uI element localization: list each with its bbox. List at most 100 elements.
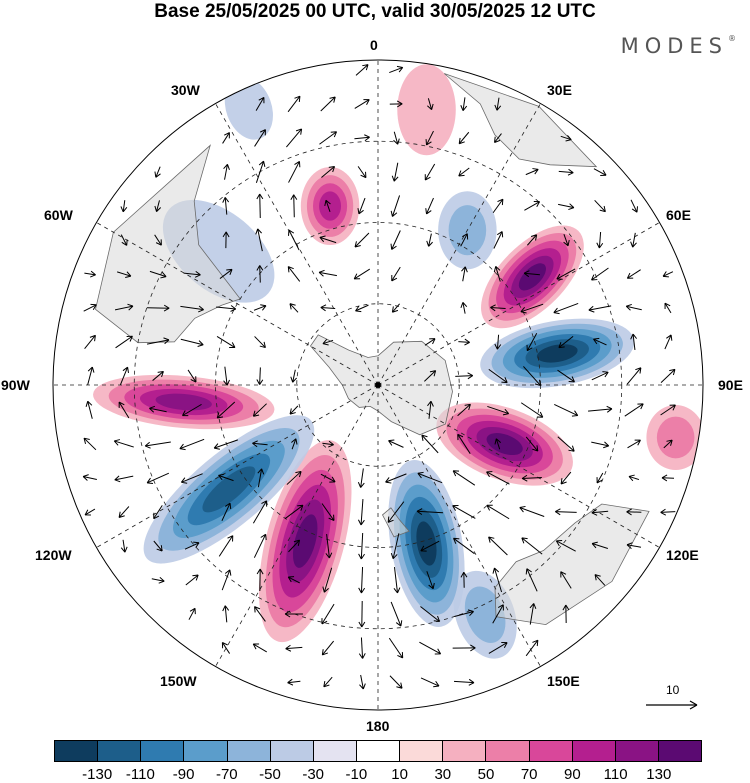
colorbar-swatch bbox=[141, 741, 185, 761]
wind-vector-icon bbox=[457, 433, 471, 454]
meridian-line bbox=[96, 384, 379, 548]
wind-vector-icon bbox=[664, 334, 673, 350]
wind-vector-icon bbox=[420, 677, 440, 688]
wind-vector-icon bbox=[596, 472, 604, 484]
wind-vector-icon bbox=[452, 504, 476, 519]
lon-label-60e: 60E bbox=[666, 207, 691, 223]
wind-vector-icon bbox=[256, 265, 264, 283]
lon-label-150w: 150W bbox=[160, 673, 197, 689]
wind-vector-icon bbox=[460, 302, 468, 314]
wind-vector-icon bbox=[223, 164, 230, 180]
wind-vector-icon bbox=[87, 366, 95, 386]
wind-vector-icon bbox=[221, 641, 231, 654]
wind-vector-icon bbox=[458, 338, 470, 346]
wind-vector-icon bbox=[494, 334, 502, 350]
wind-vector-icon bbox=[357, 166, 367, 179]
wind-vector-icon bbox=[180, 305, 204, 313]
colorbar-tick-label: -70 bbox=[215, 766, 238, 783]
wind-vector-icon bbox=[84, 270, 96, 278]
colorbar-tick-label: 10 bbox=[391, 766, 408, 783]
wind-vector-icon bbox=[146, 337, 170, 345]
wind-vector-icon bbox=[626, 367, 642, 385]
wind-vector-icon bbox=[188, 607, 196, 620]
wind-vector-icon bbox=[288, 539, 301, 553]
anomaly-contour bbox=[416, 521, 437, 566]
wind-vector-icon bbox=[216, 305, 237, 312]
wind-vector-icon bbox=[325, 533, 333, 559]
wind-vector-icon bbox=[252, 643, 268, 653]
wind-vector-icon bbox=[354, 99, 370, 109]
wind-vector-icon bbox=[494, 133, 502, 143]
wind-vector-icon bbox=[83, 303, 97, 312]
colorbar-swatch bbox=[443, 741, 487, 761]
anomaly-layer bbox=[93, 64, 703, 659]
wind-vector-icon bbox=[453, 537, 475, 555]
wind-vector-icon bbox=[284, 610, 303, 618]
wind-vector-icon bbox=[591, 541, 609, 549]
wind-vector-icon bbox=[114, 475, 134, 483]
wind-vector-icon bbox=[591, 371, 609, 381]
wind-vector-icon bbox=[596, 231, 604, 249]
wind-vector-icon bbox=[154, 166, 161, 178]
wind-vector-icon bbox=[322, 567, 333, 593]
anomaly-contour bbox=[518, 263, 547, 291]
colorbar-tick-label: -130 bbox=[82, 766, 113, 783]
wind-vector-icon bbox=[222, 197, 230, 215]
wind-vector-icon bbox=[391, 303, 400, 313]
wind-vector-icon bbox=[322, 338, 334, 346]
anomaly-contour bbox=[292, 514, 318, 568]
wind-vector-icon bbox=[180, 338, 204, 347]
wind-vector-icon bbox=[321, 640, 335, 656]
wind-vector-icon bbox=[630, 232, 637, 248]
colorbar-tick-label: -30 bbox=[302, 766, 325, 783]
colorbar-swatch bbox=[184, 741, 228, 761]
meridian-line bbox=[215, 103, 379, 386]
wind-vector-icon bbox=[321, 603, 335, 625]
wind-vector-icon bbox=[357, 468, 365, 488]
wind-vector-icon bbox=[662, 271, 674, 278]
colorbar-swatch bbox=[55, 741, 99, 761]
pos-anomaly bbox=[300, 167, 360, 246]
lon-label-120e: 120E bbox=[666, 547, 699, 563]
wind-vector-icon bbox=[555, 540, 576, 552]
wind-vector-icon bbox=[558, 203, 575, 211]
wind-vector-icon bbox=[664, 302, 672, 314]
africa-outline bbox=[443, 73, 598, 168]
wind-vector-icon bbox=[118, 506, 130, 518]
wind-vector-icon bbox=[322, 440, 334, 448]
wind-vector-icon bbox=[420, 540, 440, 552]
wind-vector-icon bbox=[355, 64, 369, 76]
pos-anomaly bbox=[397, 64, 456, 156]
wind-vector-icon bbox=[252, 500, 268, 524]
wind-vector-icon bbox=[525, 568, 538, 592]
wind-vector-icon bbox=[458, 131, 470, 145]
wind-vector-icon bbox=[85, 400, 93, 419]
wind-vector-icon bbox=[393, 567, 401, 594]
wind-vector-icon bbox=[393, 131, 400, 145]
wind-vector-icon bbox=[554, 403, 579, 417]
wind-vector-icon bbox=[588, 405, 613, 413]
wind-vector-icon bbox=[521, 474, 542, 482]
wind-vector-icon bbox=[287, 678, 301, 686]
wind-vector-icon bbox=[385, 473, 407, 484]
colorbar-swatch bbox=[615, 741, 659, 761]
wind-vector-icon bbox=[354, 232, 370, 248]
wind-vector-icon bbox=[625, 303, 642, 311]
wind-vector-icon bbox=[626, 269, 641, 279]
wind-vector-icon bbox=[218, 535, 234, 557]
wind-vector-icon bbox=[187, 369, 197, 383]
wind-vector-icon bbox=[255, 228, 263, 252]
wind-vector-icon bbox=[630, 333, 638, 351]
pos-anomaly bbox=[481, 225, 584, 329]
wind-vector-icon bbox=[661, 474, 675, 482]
wind-vector-icon bbox=[390, 230, 401, 250]
wind-vector-icon bbox=[252, 403, 267, 417]
wind-vector-icon bbox=[289, 303, 299, 313]
wind-vector-icon bbox=[526, 333, 538, 352]
anomaly-contour bbox=[397, 64, 456, 156]
wind-vector-icon bbox=[216, 401, 236, 419]
colorbar-swatch bbox=[658, 741, 702, 761]
wind-vector-icon bbox=[523, 366, 542, 387]
south-pole-marker bbox=[375, 382, 381, 388]
wind-vector-icon bbox=[252, 440, 268, 448]
